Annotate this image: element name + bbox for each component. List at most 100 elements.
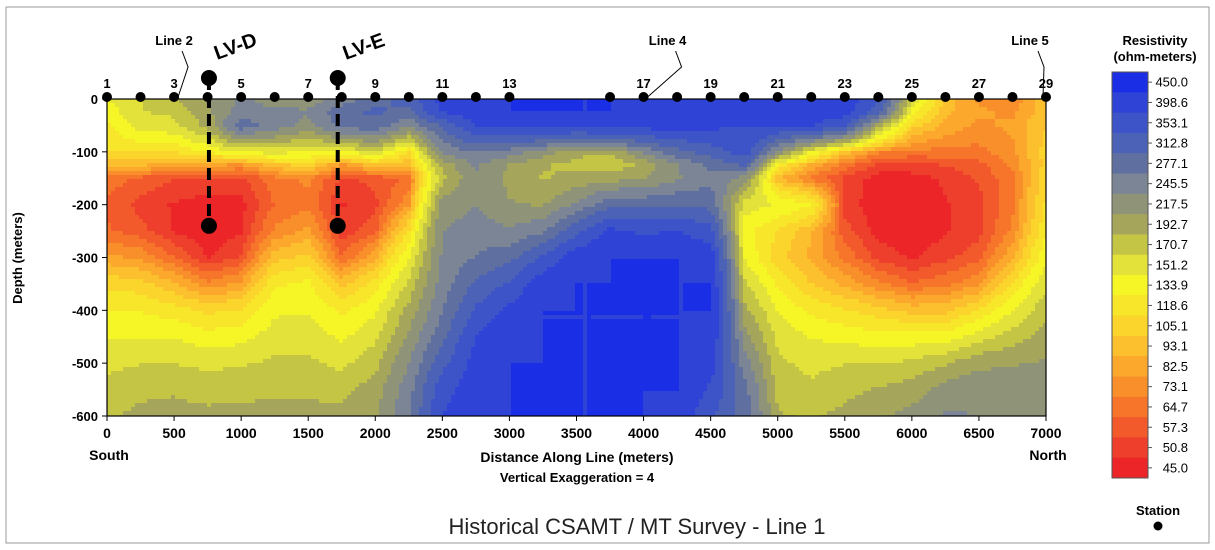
resistivity-cell [315,367,320,372]
resistivity-cell [215,271,220,276]
resistivity-cell [291,139,296,144]
resistivity-cell [311,403,316,408]
resistivity-cell [107,343,112,348]
resistivity-cell [311,99,316,104]
resistivity-cell [247,147,252,152]
resistivity-cell [147,227,152,232]
resistivity-cell [175,251,180,256]
resistivity-cell [267,339,272,344]
resistivity-cell [223,187,228,192]
resistivity-cell [207,331,212,336]
resistivity-cell [227,223,232,228]
resistivity-cell [195,387,200,392]
resistivity-cell [195,359,200,364]
resistivity-cell [339,287,344,292]
resistivity-cell [303,267,308,272]
resistivity-cell [167,191,172,196]
resistivity-cell [215,395,220,400]
resistivity-cell [315,219,320,224]
resistivity-cell [175,195,180,200]
resistivity-cell [211,131,216,136]
resistivity-cell [299,223,304,228]
resistivity-cell [195,123,200,128]
resistivity-cell [195,311,200,316]
resistivity-cell [163,363,168,368]
resistivity-cell [255,255,260,260]
resistivity-cell [259,199,264,204]
resistivity-cell [227,327,232,332]
resistivity-cell [155,267,160,272]
resistivity-cell [259,255,264,260]
resistivity-cell [163,251,168,256]
resistivity-cell [119,359,124,364]
resistivity-cell [179,303,184,308]
resistivity-cell [271,379,276,384]
resistivity-cell [187,375,192,380]
resistivity-cell [335,247,340,252]
resistivity-cell [331,371,336,376]
resistivity-cell [207,323,212,328]
resistivity-cell [283,299,288,304]
resistivity-cell [231,283,236,288]
resistivity-cell [303,343,308,348]
resistivity-cell [235,191,240,196]
resistivity-cell [107,319,112,324]
resistivity-cell [127,287,132,292]
resistivity-cell [127,311,132,316]
resistivity-cell [195,155,200,160]
resistivity-cell [323,275,328,280]
resistivity-cell [123,379,128,384]
resistivity-cell [283,399,288,404]
resistivity-cell [283,375,288,380]
resistivity-cell [127,155,132,160]
resistivity-cell [303,367,308,372]
resistivity-cell [207,355,212,360]
resistivity-cell [107,107,112,112]
resistivity-cell [155,363,160,368]
resistivity-cell [315,395,320,400]
resistivity-cell [263,115,268,120]
resistivity-cell [231,379,236,384]
resistivity-cell [155,211,160,216]
resistivity-cell [147,231,152,236]
resistivity-cell [315,215,320,220]
resistivity-cell [123,411,128,416]
resistivity-cell [155,147,160,152]
resistivity-cell [215,347,220,352]
resistivity-cell [299,243,304,248]
resistivity-cell [263,247,268,252]
resistivity-cell [175,363,180,368]
resistivity-cell [119,103,124,108]
resistivity-cell [247,263,252,268]
resistivity-cell [191,275,196,280]
resistivity-cell [107,407,112,412]
resistivity-cell [223,207,228,212]
resistivity-cell [215,307,220,312]
resistivity-cell [151,111,156,116]
resistivity-cell [107,403,112,408]
resistivity-cell [191,211,196,216]
resistivity-cell [315,383,320,388]
resistivity-cell [335,343,340,348]
resistivity-cell [135,195,140,200]
resistivity-cell [171,147,176,152]
resistivity-cell [251,203,256,208]
resistivity-cell [291,251,296,256]
resistivity-cell [275,139,280,144]
resistivity-cell [235,411,240,416]
resistivity-cell [303,355,308,360]
resistivity-cell [155,347,160,352]
resistivity-cell [239,267,244,272]
resistivity-cell [111,327,116,332]
resistivity-cell [187,111,192,116]
resistivity-cell [135,391,140,396]
resistivity-cell [263,191,268,196]
resistivity-cell [115,135,120,140]
resistivity-cell [327,147,332,152]
resistivity-cell [131,247,136,252]
resistivity-cell [199,271,204,276]
resistivity-cell [143,379,148,384]
resistivity-cell [327,275,332,280]
resistivity-cell [223,199,228,204]
resistivity-cell [323,295,328,300]
